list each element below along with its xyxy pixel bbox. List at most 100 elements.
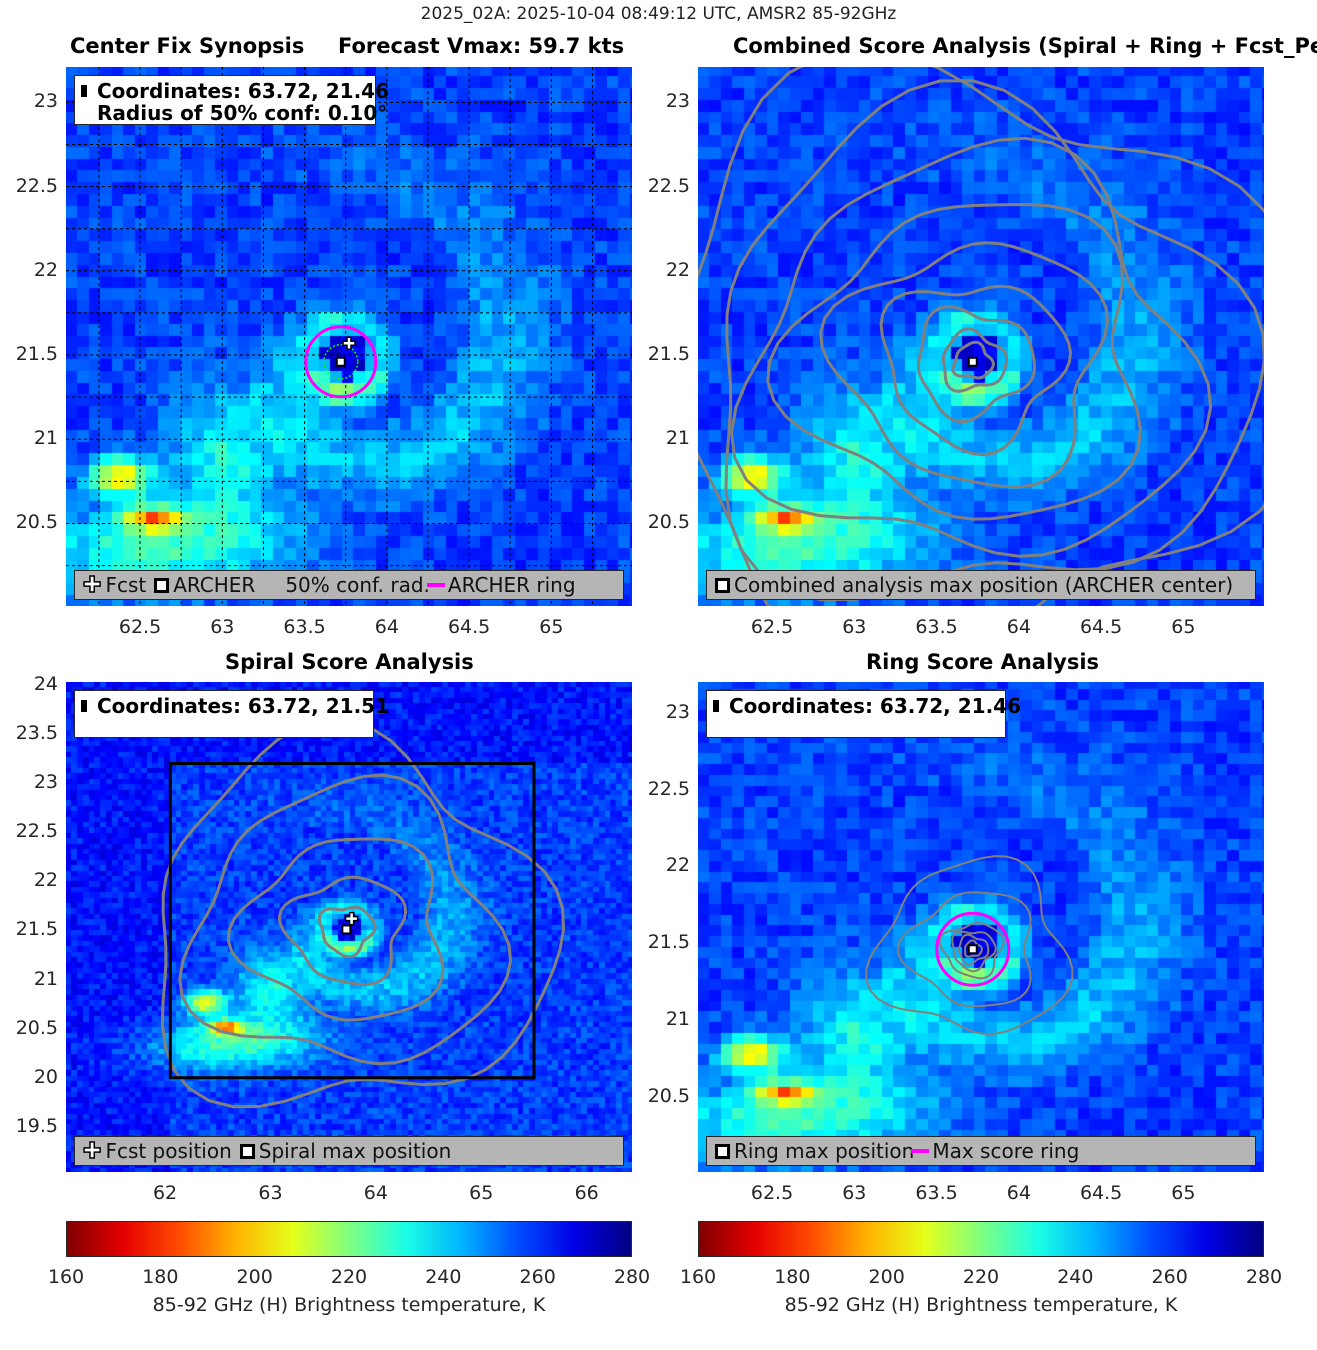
- x-tick-label: 64: [363, 1182, 388, 1204]
- legend-item: 50% conf. rad.: [285, 573, 430, 597]
- plus-icon: ✚: [82, 572, 102, 599]
- x-tick-label: 62.5: [750, 616, 794, 638]
- x-tick-label: 65: [469, 1182, 494, 1204]
- info-text: Radius of 50% conf: 0.10°: [97, 101, 388, 125]
- info-text: Coordinates: 63.72, 21.46: [97, 79, 390, 103]
- score-contour: [819, 241, 1110, 489]
- y-tick-label: 20.5: [647, 1084, 690, 1107]
- plot-area-1[interactable]: Coordinates: 63.72, 21.46 Radius of 50% c…: [66, 67, 632, 606]
- legend-item: Ring max position: [715, 1139, 914, 1163]
- y-tick-label: 21: [665, 427, 690, 450]
- archer-ring: [935, 911, 1011, 987]
- confidence-circle: [323, 344, 359, 380]
- info-row: Coordinates: 63.72, 21.46: [81, 80, 389, 102]
- info-text: Coordinates: 63.72, 21.46: [729, 694, 1022, 718]
- square-marker-icon: [239, 1143, 255, 1159]
- score-contour: [916, 305, 1037, 424]
- center-marker: [341, 924, 352, 935]
- panel-title: Center Fix Synopsis: [70, 34, 305, 58]
- x-tick-label: 64: [1006, 1182, 1031, 1204]
- colorbar-label: 85-92 GHz (H) Brightness temperature, K: [152, 1294, 546, 1316]
- x-tick-label: 63: [842, 1182, 867, 1204]
- x-tick-label: 64.5: [1079, 616, 1123, 638]
- y-tick-label: 22.5: [15, 820, 58, 843]
- legend-text: Fcst: [105, 573, 147, 597]
- y-tick-label: 20: [33, 1065, 58, 1088]
- panel-title: Ring Score Analysis: [866, 650, 1100, 674]
- y-tick-label: 23: [33, 90, 58, 113]
- score-contour: [963, 939, 983, 958]
- colorbar-tick-label: 180: [142, 1266, 179, 1288]
- x-tick-label: 62.5: [750, 1182, 794, 1204]
- plus-icon: ✚: [82, 1138, 102, 1165]
- y-tick-label: 21.5: [15, 343, 58, 366]
- legend-item: Spiral max position: [239, 1139, 451, 1163]
- score-contour: [226, 837, 445, 1022]
- colorbar-tick-label: 260: [519, 1266, 556, 1288]
- y-tick-label: 24: [33, 672, 58, 695]
- score-contour: [957, 933, 990, 966]
- legend-item: ARCHER ring: [424, 573, 576, 597]
- y-tick-label: 22.5: [647, 777, 690, 800]
- x-tick-label: 63: [210, 616, 235, 638]
- colorbar-tick-label: 240: [1057, 1266, 1094, 1288]
- colorbar: [66, 1221, 632, 1257]
- score-contour: [951, 340, 995, 380]
- y-tick-label: 20.5: [15, 1016, 58, 1039]
- heatmap: [698, 682, 1264, 1172]
- square-marker-icon: [715, 1143, 730, 1159]
- score-contour: [277, 875, 408, 987]
- overlay: [66, 67, 632, 606]
- score-contour: [896, 891, 1032, 1008]
- x-tick-label: 63.5: [915, 616, 958, 638]
- center-marker: [967, 356, 978, 367]
- coordinates-box: Coordinates: 63.72, 21.46 Radius of 50% c…: [74, 75, 389, 125]
- colorbar: [698, 1221, 1264, 1257]
- archer-center-marker-icon: [81, 85, 87, 97]
- y-tick-label: 21: [665, 1007, 690, 1030]
- plot-area-3[interactable]: Coordinates: 63.72, 21.51 ✚ Fcst position S…: [66, 682, 632, 1172]
- y-tick-label: 22: [33, 869, 58, 892]
- colorbar-tick-label: 240: [425, 1266, 462, 1288]
- square-marker-icon: [715, 577, 730, 593]
- archer-center-marker-icon: [81, 700, 87, 712]
- overlay: [865, 855, 1074, 1036]
- legend-text: ARCHER: [173, 573, 256, 597]
- y-tick-label: 21.5: [15, 918, 58, 941]
- legend-text: Fcst position: [105, 1139, 232, 1163]
- info-row: Coordinates: 63.72, 21.51: [81, 695, 389, 717]
- overlay: [160, 718, 566, 1109]
- y-tick-label: 20.5: [15, 511, 58, 534]
- panel-subtitle-vmax: Forecast Vmax: 59.7 kts: [338, 34, 625, 58]
- plot-area-4[interactable]: Coordinates: 63.72, 21.46 Ring max positi…: [698, 682, 1264, 1172]
- legend-item: Combined analysis max position (ARCHER c…: [715, 573, 1233, 597]
- forecast-marker: [342, 336, 356, 350]
- y-tick-label: 20.5: [647, 511, 690, 534]
- plot-area-2[interactable]: Combined analysis max position (ARCHER c…: [698, 67, 1264, 606]
- info-row: Coordinates: 63.72, 21.46: [713, 695, 1021, 717]
- legend-text: Max score ring: [932, 1139, 1080, 1163]
- colorbar-tick-label: 200: [236, 1266, 273, 1288]
- overlay: [698, 67, 1264, 606]
- score-contour: [766, 203, 1142, 521]
- legend: ✚ Fcst position Spiral max position: [74, 1136, 624, 1166]
- magenta-line-icon: [911, 1149, 930, 1153]
- legend-item: ✚ Fcst position: [82, 1138, 232, 1165]
- x-tick-label: 65: [539, 616, 564, 638]
- colorbar-tick-label: 220: [330, 1266, 368, 1288]
- legend-text: 50% conf. rad.: [285, 573, 430, 597]
- score-contour: [865, 855, 1074, 1036]
- legend: Combined analysis max position (ARCHER c…: [706, 570, 1256, 600]
- score-contour: [941, 327, 1009, 393]
- x-tick-label: 65: [1171, 1182, 1196, 1204]
- y-tick-label: 23.5: [15, 722, 58, 745]
- y-tick-label: 23: [33, 771, 58, 794]
- magenta-line-icon: [426, 583, 445, 587]
- colorbar-tick-label: 200: [868, 1266, 905, 1288]
- x-tick-label: 62: [152, 1182, 178, 1204]
- colorbar-tick-label: 160: [47, 1266, 85, 1288]
- coordinates-box: Coordinates: 63.72, 21.51: [74, 690, 389, 738]
- panel-title: Combined Score Analysis (Spiral + Ring +…: [733, 34, 1317, 58]
- score-contour: [879, 284, 1073, 457]
- score-contour: [724, 79, 1264, 602]
